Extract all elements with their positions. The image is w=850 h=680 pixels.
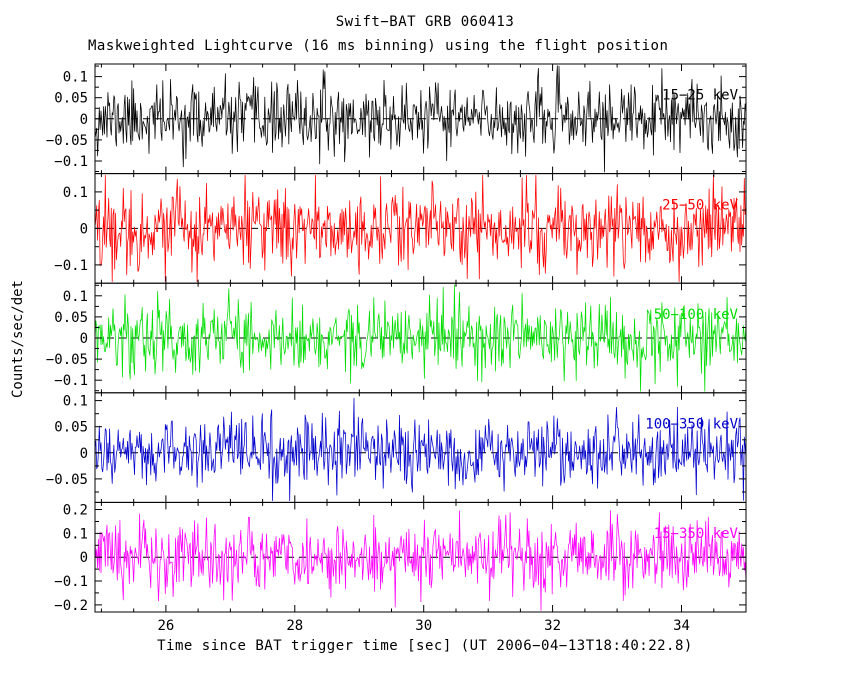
y-tick-label: 0 — [80, 550, 88, 566]
y-tick-label: 0.1 — [63, 526, 88, 542]
y-tick-label: 0 — [80, 221, 88, 237]
lightcurve-trace-25-50 — [94, 174, 747, 282]
chart-title: Swift−BAT GRB 060413 — [335, 14, 515, 30]
lightcurve-trace-50-100 — [94, 284, 747, 392]
x-tick-label: 26 — [157, 618, 174, 634]
band-label-25-50: 25−50 keV — [662, 197, 738, 213]
y-tick-label: 0.05 — [54, 420, 88, 436]
panel-15-350-keV: 15−350 keV 0.2 0.1 0 −0.1 −0.2 26 28 30 32 34 — [54, 501, 747, 634]
x-tick-label: 28 — [286, 618, 303, 634]
y-tick-label: 0.2 — [63, 503, 88, 519]
x-tick-label: 32 — [544, 618, 561, 634]
y-tick-label: 0.1 — [63, 70, 88, 86]
y-tick-label: −0.05 — [46, 352, 88, 368]
y-tick-label: −0.2 — [54, 598, 88, 614]
panel-15-25-keV: 15−25 keV 0.1 0.05 0 −0.05 −0.1 — [46, 63, 747, 175]
y-tick-label: 0.1 — [63, 289, 88, 305]
y-tick-label: −0.1 — [54, 258, 88, 274]
chart-subtitle: Maskweighted Lightcurve (16 ms binning) … — [88, 38, 669, 54]
band-label-50-100: 50−100 keV — [654, 307, 739, 323]
y-tick-label: −0.1 — [54, 574, 88, 590]
lightcurve-trace-15-25 — [94, 65, 747, 173]
y-tick-label: 0.1 — [63, 185, 88, 201]
band-label-15-350: 15−350 keV — [654, 526, 739, 542]
y-tick-label: 0 — [80, 331, 88, 347]
lightcurve-trace-100-350 — [94, 397, 747, 502]
lightcurve-trace-15-350 — [94, 510, 747, 611]
y-tick-label: 0 — [80, 112, 88, 128]
y-tick-label: 0.05 — [54, 91, 88, 107]
y-tick-label: −0.05 — [46, 133, 88, 149]
y-tick-label: 0.05 — [54, 310, 88, 326]
y-tick-label: 0 — [80, 446, 88, 462]
panel-50-100-keV: 50−100 keV 0.1 0.05 0 −0.05 −0.1 — [46, 282, 747, 394]
x-tick-label: 30 — [415, 618, 432, 634]
band-label-100-350: 100−350 keV — [645, 417, 738, 433]
x-axis-label: Time since BAT trigger time [sec] (UT 20… — [157, 638, 693, 654]
y-tick-label: −0.05 — [46, 472, 88, 488]
y-tick-label: −0.1 — [54, 373, 88, 389]
y-tick-label: −0.1 — [54, 154, 88, 170]
panel-100-350-keV: 100−350 keV 0.1 0.05 0 −0.05 — [46, 392, 747, 503]
x-tick-label: 34 — [673, 618, 690, 634]
y-axis-label: Counts/sec/det — [10, 280, 26, 399]
band-label-15-25: 15−25 keV — [662, 88, 738, 104]
y-tick-label: 0.1 — [63, 394, 88, 410]
panel-25-50-keV: 25−50 keV 0.1 0 −0.1 — [54, 173, 747, 284]
